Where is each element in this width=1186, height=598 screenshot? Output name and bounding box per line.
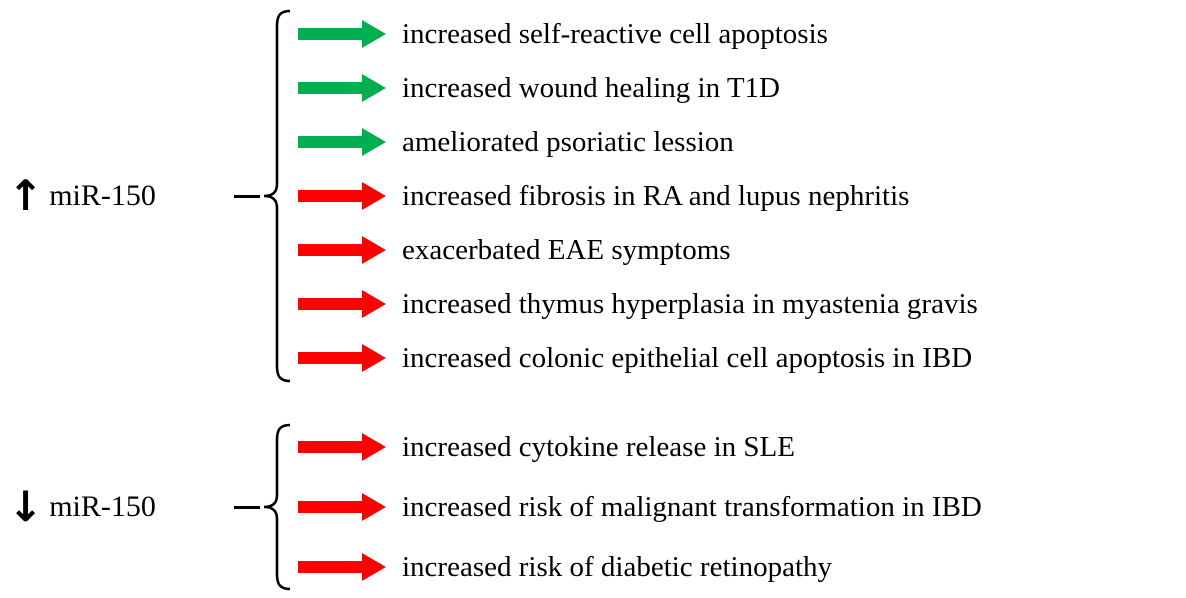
effect-label: increased fibrosis in RA and lupus nephr… (402, 179, 910, 212)
effect-item: increased risk of diabetic retinopathy (296, 550, 982, 584)
down-arrow-icon: ↓ (8, 482, 44, 531)
red-effect-arrow-icon (296, 289, 388, 319)
effect-label: exacerbated EAE symptoms (402, 233, 731, 266)
red-effect-arrow-icon (296, 492, 388, 522)
effect-item: increased colonic epithelial cell apopto… (296, 341, 978, 375)
connector-line (234, 505, 260, 509)
effect-item: increased risk of malignant transformati… (296, 490, 982, 524)
up-arrow-icon: ↑ (8, 171, 44, 220)
effect-label: increased colonic epithelial cell apopto… (402, 341, 973, 374)
effect-label: increased cytokine release in SLE (402, 430, 795, 463)
connector-line (234, 194, 260, 198)
effect-label: increased risk of malignant transformati… (402, 490, 982, 523)
green-effect-arrow-icon (296, 73, 388, 103)
group-mir150-down: ↓ miR-150 increased cytokine release in … (8, 420, 982, 594)
green-effect-arrow-icon (296, 19, 388, 49)
effect-list: increased self-reactive cell apoptosis i… (296, 17, 978, 375)
group-label: miR-150 (49, 179, 156, 212)
group-label-block: ↓ miR-150 (8, 486, 260, 528)
red-effect-arrow-icon (296, 235, 388, 265)
effect-list: increased cytokine release in SLE increa… (296, 430, 982, 584)
effect-item: increased self-reactive cell apoptosis (296, 17, 978, 51)
effect-label: increased thymus hyperplasia in myasteni… (402, 287, 978, 320)
effect-item: increased thymus hyperplasia in myasteni… (296, 287, 978, 321)
effect-item: increased cytokine release in SLE (296, 430, 982, 464)
curly-brace-icon (263, 423, 291, 591)
effect-label: increased wound healing in T1D (402, 71, 780, 104)
green-effect-arrow-icon (296, 127, 388, 157)
effect-label: increased self-reactive cell apoptosis (402, 17, 828, 50)
red-effect-arrow-icon (296, 343, 388, 373)
effect-label: ameliorated psoriatic lession (402, 125, 734, 158)
effect-item: increased fibrosis in RA and lupus nephr… (296, 179, 978, 213)
effect-label: increased risk of diabetic retinopathy (402, 550, 833, 583)
curly-brace-icon (263, 9, 291, 383)
red-effect-arrow-icon (296, 432, 388, 462)
effect-item: increased wound healing in T1D (296, 71, 978, 105)
red-effect-arrow-icon (296, 552, 388, 582)
red-effect-arrow-icon (296, 181, 388, 211)
group-mir150-up: ↑ miR-150 increased self-reactive cell a… (8, 6, 978, 386)
effect-item: ameliorated psoriatic lession (296, 125, 978, 159)
group-label: miR-150 (49, 490, 156, 523)
group-label-block: ↑ miR-150 (8, 175, 260, 217)
effect-item: exacerbated EAE symptoms (296, 233, 978, 267)
